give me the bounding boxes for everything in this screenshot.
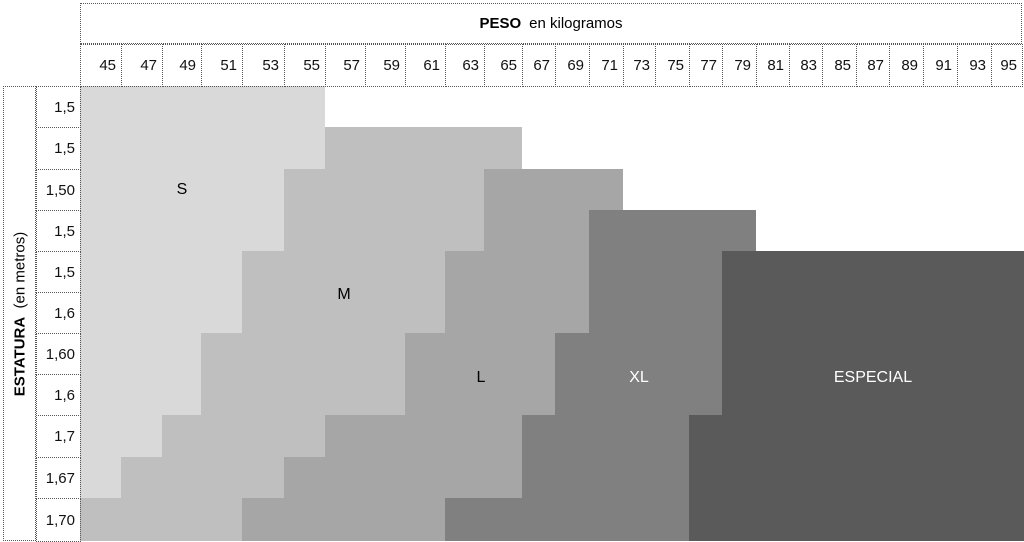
x-tick: 67 (522, 44, 556, 87)
x-tick: 61 (405, 44, 446, 87)
y-tick: 1,5 (36, 127, 81, 170)
title-rest: en kilogramos (529, 15, 623, 32)
size-cell-l (242, 498, 445, 541)
size-cell-l (484, 169, 623, 210)
size-cell-s (80, 86, 325, 127)
size-cell-s (80, 457, 121, 498)
y-tick: 1,5 (36, 251, 81, 293)
size-cell-xl (589, 251, 722, 292)
size-cell-l (284, 457, 522, 498)
x-tick: 85 (822, 44, 857, 87)
size-cell-m (284, 169, 484, 210)
x-tick: 49 (162, 44, 202, 87)
size-cell-s (80, 333, 201, 374)
size-cell-m (284, 210, 484, 251)
size-cell-especial (722, 374, 1024, 415)
x-tick: 95 (991, 44, 1023, 87)
size-cell-m (325, 127, 522, 169)
y-tick: 1,50 (36, 169, 81, 211)
x-tick: 73 (623, 44, 656, 87)
x-tick: 93 (957, 44, 992, 87)
y-axis-label-text: ESTATURA (en metros) (11, 231, 28, 395)
ylabel-bold: ESTATURA (11, 316, 28, 396)
size-cell-l (445, 292, 589, 333)
x-tick: 91 (923, 44, 958, 87)
size-label-xl: XL (629, 369, 649, 386)
size-label-l: L (476, 369, 486, 386)
size-cell-s (80, 127, 325, 169)
size-cell-s (80, 292, 242, 333)
x-tick: 59 (365, 44, 406, 87)
x-tick: 53 (242, 44, 285, 87)
size-cell-s (80, 374, 201, 415)
x-tick: 87 (856, 44, 890, 87)
size-cell-especial (722, 251, 1024, 292)
size-cell-xl (522, 415, 689, 457)
x-tick: 55 (284, 44, 326, 87)
size-cell-especial (722, 333, 1024, 374)
x-tick: 45 (80, 44, 122, 87)
y-tick: 1,70 (36, 498, 81, 542)
size-label-s: S (176, 181, 188, 198)
chart-title: PESO en kilogramos (80, 3, 1022, 44)
x-tick: 63 (445, 44, 485, 87)
size-cell-l (405, 333, 555, 374)
title-bold: PESO (479, 15, 522, 32)
size-cell-m (80, 498, 242, 541)
size-cell-m (242, 292, 445, 333)
size-cell-l (325, 415, 522, 457)
size-cell-s (80, 210, 284, 251)
y-tick: 1,6 (36, 374, 81, 416)
size-cell-especial (722, 292, 1024, 333)
x-tick: 81 (756, 44, 790, 87)
x-tick: 57 (325, 44, 366, 87)
size-cell-l (405, 374, 555, 415)
size-cell-xl (522, 457, 689, 498)
x-tick: 69 (555, 44, 590, 87)
size-cell-s (80, 169, 284, 210)
size-cell-xl (589, 210, 756, 251)
size-cell-xl (555, 374, 722, 415)
y-tick: 1,5 (36, 210, 81, 252)
x-tick: 79 (722, 44, 757, 87)
size-cell-m (121, 457, 284, 498)
y-axis-label: ESTATURA (en metros) (3, 86, 36, 541)
size-cell-m (201, 374, 405, 415)
ylabel-rest: (en metros) (11, 231, 28, 308)
size-cell-l (484, 210, 589, 251)
size-cell-m (242, 251, 445, 292)
size-cell-xl (555, 333, 722, 374)
x-tick: 51 (201, 44, 243, 87)
y-tick: 1,5 (36, 86, 81, 128)
y-tick: 1,6 (36, 292, 81, 334)
y-tick: 1,7 (36, 415, 81, 458)
size-label-m: M (337, 286, 351, 303)
x-tick: 47 (121, 44, 163, 87)
x-tick: 89 (889, 44, 924, 87)
x-tick: 71 (589, 44, 624, 87)
size-cell-especial (689, 498, 1024, 541)
x-tick: 75 (655, 44, 690, 87)
size-cell-l (445, 251, 589, 292)
size-cell-s (80, 415, 162, 457)
size-cell-xl (445, 498, 689, 541)
x-tick: 77 (689, 44, 723, 87)
size-cell-xl (589, 292, 722, 333)
x-tick: 65 (484, 44, 523, 87)
size-cell-s (80, 251, 242, 292)
y-tick: 1,60 (36, 333, 81, 375)
size-cell-m (201, 333, 405, 374)
size-label-especial: ESPECIAL (833, 369, 913, 386)
size-cell-m (162, 415, 325, 457)
y-tick: 1,67 (36, 457, 81, 499)
size-cell-especial (689, 457, 1024, 498)
size-cell-especial (689, 415, 1024, 457)
x-tick: 83 (789, 44, 823, 87)
